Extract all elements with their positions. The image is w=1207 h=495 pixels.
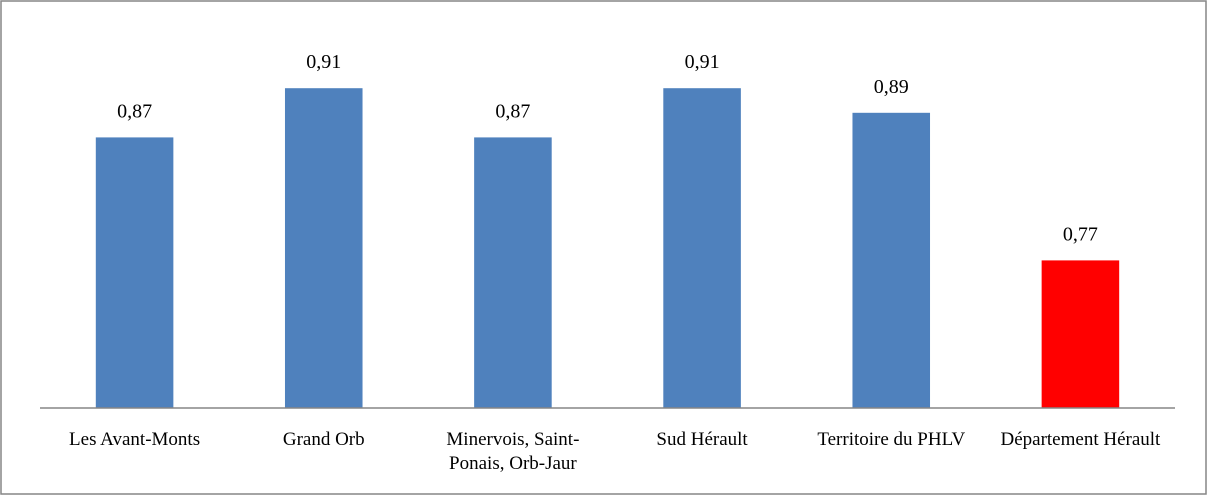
bar — [663, 88, 741, 408]
value-label: 0,89 — [874, 76, 909, 98]
bar — [474, 137, 552, 408]
bar — [95, 137, 174, 408]
x-tick-label: Grand Orb — [282, 429, 365, 450]
x-tick-label: Minervois, Saint-Ponais, Orb-Jaur — [446, 429, 580, 474]
value-label: 0,77 — [1063, 223, 1098, 245]
value-label: 0,91 — [685, 51, 720, 73]
value-label: 0,87 — [495, 100, 530, 122]
x-tick-label: Département Hérault — [1000, 429, 1161, 450]
x-tick-label: Territoire du PHLV — [817, 429, 966, 450]
x-tick-label: Sud Hérault — [656, 429, 748, 450]
x-tick-label: Les Avant-Monts — [69, 429, 201, 450]
bar — [852, 112, 931, 409]
bar — [1041, 260, 1120, 408]
value-label: 0,91 — [306, 51, 341, 73]
value-label: 0,87 — [117, 100, 152, 122]
bar — [284, 88, 363, 408]
